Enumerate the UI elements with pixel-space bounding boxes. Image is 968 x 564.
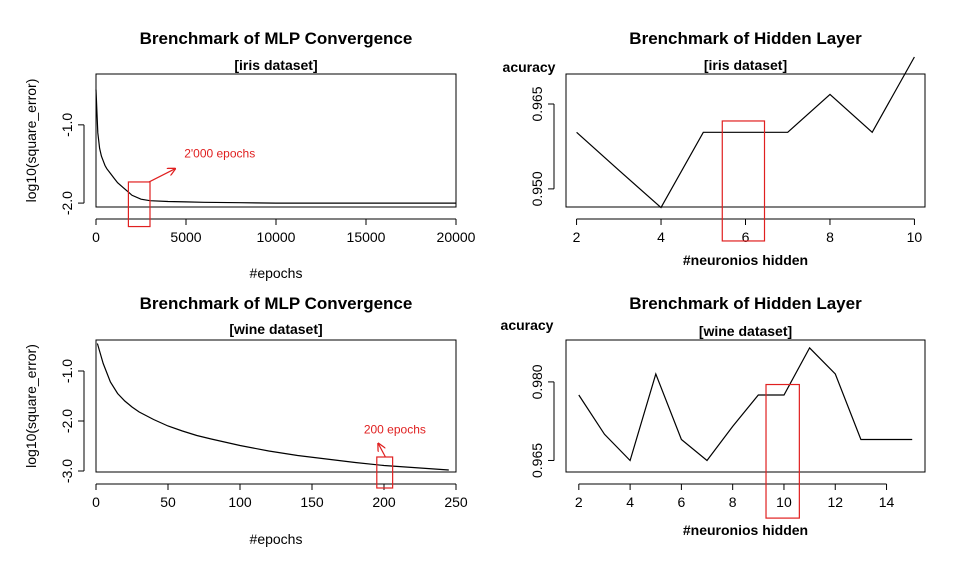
x-tick-label: 8 [729, 494, 737, 510]
x-tick-label: 0 [92, 494, 100, 510]
x-tick-label: 5000 [170, 229, 201, 245]
annotation-label: 200 epochs [364, 423, 426, 437]
chart-panel-4: Brenchmark of Hidden Layer [wine dataset]… [501, 294, 926, 538]
x-axis-label: #epochs [250, 531, 303, 547]
series-line [96, 343, 449, 471]
y-tick-label: 0.965 [529, 443, 545, 478]
x-tick-label: 50 [160, 494, 176, 510]
annotation-arrow [378, 444, 386, 458]
x-tick-label: 4 [626, 494, 634, 510]
plot-frame [565, 339, 926, 473]
y-tick-label: -1.0 [59, 359, 75, 383]
chart-subtitle: [iris dataset] [234, 57, 317, 73]
y-tick-label: -3.0 [59, 459, 75, 483]
x-tick-label: 10 [907, 229, 923, 245]
plot-frame [565, 73, 926, 208]
x-tick-label: 15000 [347, 229, 386, 245]
x-tick-label: 2 [575, 494, 583, 510]
highlight-box [376, 456, 394, 489]
chart-title: Brenchmark of Hidden Layer [629, 294, 862, 313]
chart-subtitle: [wine dataset] [699, 323, 792, 339]
chart-title: Brenchmark of Hidden Layer [629, 29, 862, 48]
x-tick-label: 150 [300, 494, 324, 510]
x-axis-label: #epochs [250, 265, 303, 281]
chart-panel-3: Brenchmark of MLP Convergence [wine datas… [23, 294, 468, 547]
y-tick-label: -2.0 [59, 409, 75, 433]
y-axis-label: log10(square_error) [23, 344, 39, 468]
series-line [578, 346, 913, 462]
x-tick-label: 2 [573, 229, 581, 245]
y-axis-label: acuracy [501, 317, 554, 333]
x-tick-label: 200 [372, 494, 396, 510]
x-tick-label: 10000 [257, 229, 296, 245]
y-axis-label: log10(square_error) [23, 79, 39, 203]
highlight-box [765, 383, 800, 519]
x-tick-label: 20000 [437, 229, 476, 245]
highlight-box [127, 181, 151, 228]
x-tick-label: 12 [827, 494, 843, 510]
chart-title: Brenchmark of MLP Convergence [140, 29, 413, 48]
x-axis-label: #neuronios hidden [683, 522, 808, 538]
y-tick-label: 0.980 [529, 364, 545, 399]
plot-frame [95, 73, 457, 208]
annotation-arrow [148, 169, 175, 183]
annotation-label: 2'000 epochs [184, 147, 255, 161]
plot-frame [95, 339, 457, 473]
y-tick-label: 0.950 [529, 171, 545, 206]
series-line [576, 56, 915, 209]
chart-panel-2: Brenchmark of Hidden Layer [iris dataset]… [503, 29, 926, 268]
series-line [95, 89, 456, 204]
x-tick-label: 8 [826, 229, 834, 245]
x-tick-label: 6 [742, 229, 750, 245]
chart-panel-1: Brenchmark of MLP Convergence [iris datas… [23, 29, 476, 281]
x-tick-label: 250 [444, 494, 468, 510]
chart-subtitle: [wine dataset] [229, 321, 322, 337]
y-tick-label: -1.0 [59, 113, 75, 137]
y-tick-label: 0.965 [529, 86, 545, 121]
y-tick-label: -2.0 [59, 191, 75, 215]
x-tick-label: 4 [657, 229, 665, 245]
x-tick-label: 100 [228, 494, 252, 510]
x-axis-label: #neuronios hidden [683, 252, 808, 268]
y-axis-label: acuracy [503, 59, 556, 75]
chart-title: Brenchmark of MLP Convergence [140, 294, 413, 313]
chart-subtitle: [iris dataset] [704, 57, 787, 73]
x-tick-label: 14 [879, 494, 895, 510]
x-tick-label: 6 [677, 494, 685, 510]
x-tick-label: 0 [92, 229, 100, 245]
highlight-box [721, 120, 766, 242]
x-tick-label: 10 [776, 494, 792, 510]
